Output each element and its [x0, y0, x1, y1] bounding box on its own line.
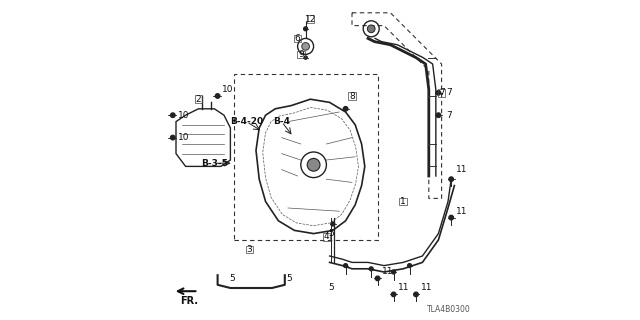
Text: 5: 5	[287, 274, 292, 283]
Circle shape	[307, 158, 320, 171]
Circle shape	[367, 25, 375, 33]
Circle shape	[408, 264, 412, 268]
Circle shape	[392, 292, 396, 297]
Circle shape	[344, 264, 348, 268]
Text: TLA4B0300: TLA4B0300	[427, 305, 470, 314]
Text: 7: 7	[447, 111, 452, 120]
Text: 3: 3	[247, 245, 252, 254]
Circle shape	[170, 135, 175, 140]
Text: 4: 4	[324, 232, 329, 241]
Circle shape	[344, 107, 348, 111]
Circle shape	[215, 94, 220, 98]
Text: 10: 10	[178, 111, 189, 120]
Circle shape	[369, 267, 373, 271]
Text: 11: 11	[421, 284, 432, 292]
Circle shape	[304, 56, 307, 59]
Text: 12: 12	[305, 15, 316, 24]
Text: 5: 5	[229, 274, 234, 283]
Text: B-4: B-4	[273, 117, 290, 126]
Text: 7: 7	[439, 88, 444, 97]
Text: 9: 9	[298, 50, 303, 59]
Text: 5: 5	[328, 229, 333, 238]
Circle shape	[302, 43, 310, 50]
Text: 7: 7	[447, 88, 452, 97]
Text: 8: 8	[349, 92, 355, 100]
Text: 10: 10	[223, 85, 234, 94]
Text: 5: 5	[328, 284, 333, 292]
Circle shape	[414, 292, 419, 297]
Circle shape	[436, 113, 440, 117]
Circle shape	[304, 27, 308, 31]
Bar	[234, 74, 378, 240]
Text: B-3-5: B-3-5	[201, 159, 228, 168]
Text: 1: 1	[401, 197, 406, 206]
Text: FR.: FR.	[180, 296, 198, 306]
Circle shape	[170, 113, 175, 117]
Circle shape	[449, 215, 453, 220]
Text: 2: 2	[196, 95, 201, 104]
Circle shape	[436, 91, 440, 95]
Text: 11: 11	[398, 284, 410, 292]
Text: 11: 11	[456, 207, 467, 216]
Text: 6: 6	[295, 34, 300, 43]
Text: 11: 11	[456, 165, 467, 174]
Circle shape	[375, 276, 380, 281]
Circle shape	[392, 270, 396, 274]
Text: 11: 11	[383, 268, 394, 276]
Text: B-4-20: B-4-20	[230, 117, 263, 126]
Circle shape	[331, 222, 335, 226]
Text: 10: 10	[178, 133, 189, 142]
Circle shape	[449, 177, 453, 181]
